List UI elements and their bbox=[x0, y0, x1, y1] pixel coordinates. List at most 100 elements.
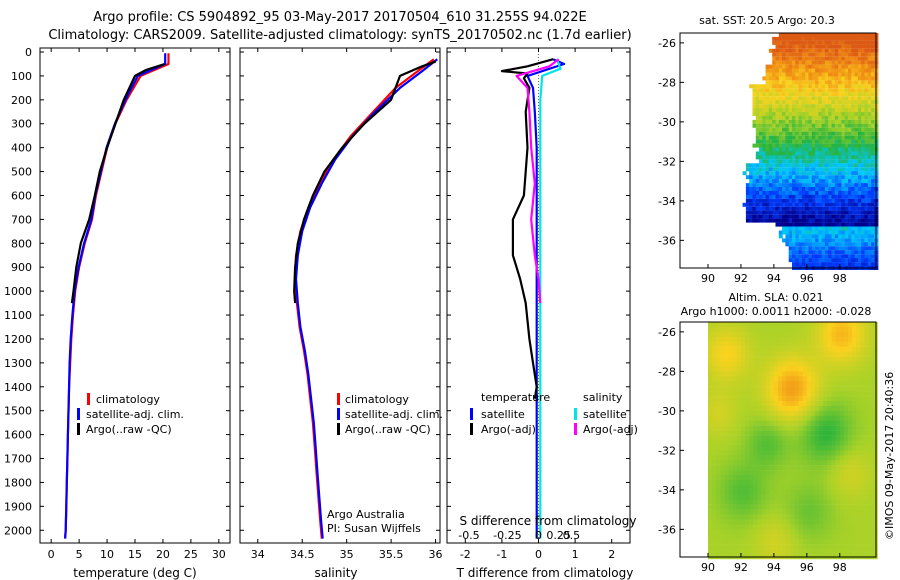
sst-cell bbox=[811, 56, 816, 61]
sla-cell bbox=[852, 504, 858, 510]
sla-cell bbox=[765, 425, 771, 431]
sla-cell bbox=[769, 322, 775, 328]
sst-cell bbox=[861, 135, 866, 140]
sst-cell bbox=[871, 191, 876, 195]
sla-cell bbox=[769, 534, 775, 540]
sst-cell bbox=[759, 112, 764, 116]
sla-cell bbox=[745, 544, 751, 550]
sst-cell bbox=[778, 135, 783, 140]
sla-cell bbox=[860, 465, 866, 471]
sst-cell bbox=[821, 100, 826, 105]
sst-cell bbox=[838, 84, 843, 89]
sst-cell bbox=[772, 36, 777, 41]
sst-cell bbox=[841, 246, 846, 251]
sst-cell bbox=[805, 40, 810, 45]
sst-cell bbox=[851, 171, 856, 176]
sst-cell bbox=[848, 210, 852, 215]
sst-cell bbox=[834, 254, 839, 259]
depth-tick-label: 500 bbox=[11, 166, 32, 179]
sst-cell bbox=[864, 64, 869, 69]
sst-cell bbox=[831, 151, 836, 156]
sla-cell bbox=[740, 484, 746, 491]
sla-cell bbox=[815, 381, 821, 387]
sst-cell bbox=[831, 112, 836, 116]
sst-cell bbox=[782, 131, 787, 136]
sst-cell bbox=[765, 191, 770, 195]
sla-cell bbox=[843, 524, 849, 530]
sla-cell bbox=[810, 371, 816, 377]
sst-cell bbox=[801, 123, 806, 128]
sla-cell bbox=[860, 336, 866, 342]
sla-cell bbox=[790, 356, 796, 362]
sla-cell bbox=[860, 366, 866, 372]
sst-cell bbox=[834, 179, 839, 184]
sst-cell bbox=[801, 234, 806, 239]
sst-cell bbox=[808, 198, 813, 203]
sst-cell bbox=[778, 72, 783, 77]
sla-cell bbox=[798, 440, 804, 446]
sst-cell bbox=[841, 76, 846, 81]
sst-cell bbox=[818, 222, 823, 227]
sla-cell bbox=[782, 326, 788, 333]
sst-cell bbox=[788, 72, 793, 77]
sla-cell bbox=[839, 381, 845, 387]
sla-cell bbox=[839, 371, 845, 377]
sst-cell bbox=[824, 135, 829, 140]
sla-cell bbox=[860, 450, 866, 456]
sla-cell bbox=[745, 435, 751, 441]
sst-cell bbox=[851, 72, 856, 77]
sst-cell bbox=[864, 104, 869, 109]
sla-cell bbox=[712, 361, 718, 367]
sla-cell bbox=[765, 509, 771, 515]
sla-cell bbox=[740, 480, 746, 486]
salinity-series bbox=[293, 58, 438, 539]
sst-cell bbox=[867, 40, 872, 45]
sst-cell bbox=[841, 163, 846, 168]
sst-cell bbox=[805, 100, 810, 105]
sst-cell bbox=[854, 250, 859, 255]
sst-cell bbox=[778, 80, 783, 85]
sla-cell bbox=[778, 346, 783, 352]
depth-tick-label: 1500 bbox=[4, 405, 32, 418]
sst-cell bbox=[871, 64, 876, 69]
sst-cell bbox=[788, 60, 793, 65]
sst-cell bbox=[838, 68, 843, 73]
sst-cell bbox=[811, 108, 816, 112]
sst-cell bbox=[778, 60, 783, 65]
sla-cell bbox=[864, 504, 870, 510]
sla-cell bbox=[782, 529, 788, 535]
sst-cell bbox=[844, 33, 849, 37]
sst-cell bbox=[811, 238, 816, 243]
sst-cell bbox=[821, 238, 826, 243]
sla-cell bbox=[732, 405, 738, 412]
sst-cell bbox=[851, 183, 856, 188]
sst-cell bbox=[857, 175, 862, 180]
sst-cell bbox=[749, 210, 754, 215]
sla-cell bbox=[839, 356, 845, 362]
sst-cell bbox=[818, 127, 823, 132]
sla-map-title-line1: Altim. SLA: 0.021 bbox=[728, 291, 823, 304]
sst-cell bbox=[798, 68, 803, 73]
sst-cell bbox=[778, 222, 783, 227]
sst-cell bbox=[798, 88, 803, 93]
sla-cell bbox=[827, 524, 833, 530]
sst-cell bbox=[772, 171, 777, 176]
sst-cell bbox=[841, 92, 846, 97]
sst-cell bbox=[778, 179, 783, 184]
sst-cell bbox=[798, 33, 803, 37]
sst-cell bbox=[778, 187, 783, 191]
sst-cell bbox=[801, 262, 806, 267]
sla-cell bbox=[720, 450, 726, 456]
sst-cell bbox=[871, 226, 876, 231]
sla-cell bbox=[757, 346, 763, 352]
sst-cell bbox=[864, 250, 869, 255]
sla-cell bbox=[728, 361, 734, 367]
sst-cell bbox=[857, 80, 862, 85]
sst-cell bbox=[759, 88, 764, 93]
sla-cell bbox=[868, 391, 874, 397]
sla-cell bbox=[843, 465, 849, 471]
sst-cell bbox=[755, 171, 760, 176]
sst-cell bbox=[811, 191, 816, 195]
sst-cell bbox=[795, 76, 800, 81]
sst-cell bbox=[854, 127, 859, 132]
